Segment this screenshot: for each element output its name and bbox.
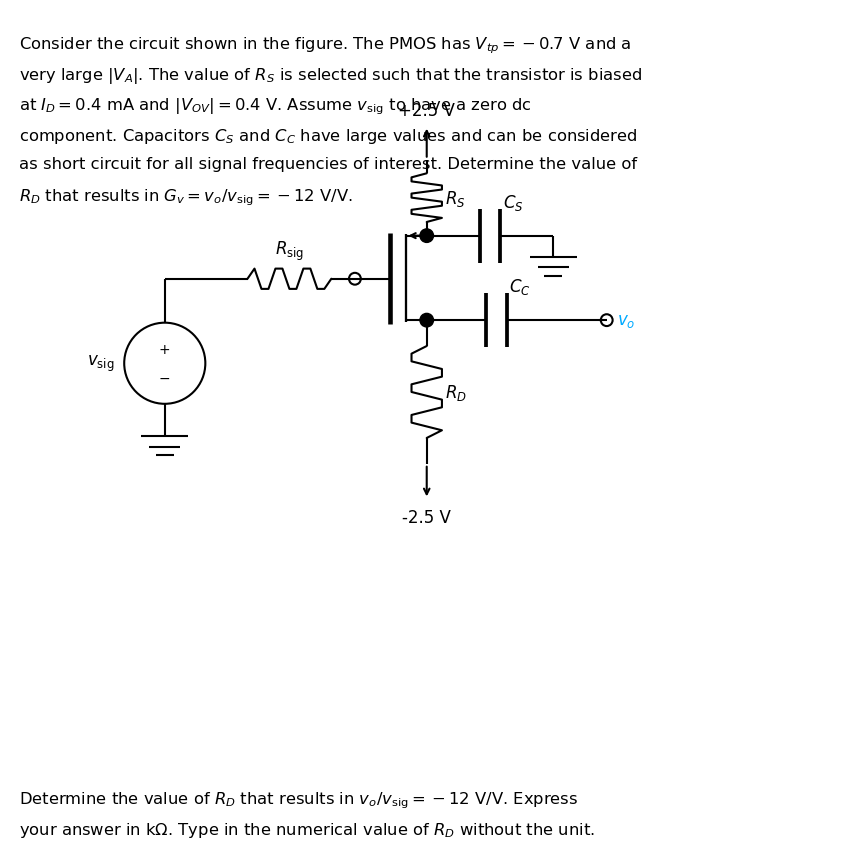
Text: as short circuit for all signal frequencies of interest. Determine the value of: as short circuit for all signal frequenc… [19,157,636,172]
Text: $R_D$: $R_D$ [445,382,467,402]
Text: $R_D$ that results in $G_v = v_o/v_{\mathrm{sig}} = -12$ V/V.: $R_D$ that results in $G_v = v_o/v_{\mat… [19,188,352,208]
Text: $C_C$: $C_C$ [508,277,530,297]
Text: Consider the circuit shown in the figure. The PMOS has $V_{tp} = -0.7$ V and a: Consider the circuit shown in the figure… [19,35,630,56]
Text: component. Capacitors $C_S$ and $C_C$ have large values and can be considered: component. Capacitors $C_S$ and $C_C$ ha… [19,127,636,146]
Text: +2.5 V: +2.5 V [398,102,455,120]
Circle shape [419,230,433,243]
Text: $C_S$: $C_S$ [502,193,522,213]
Text: -2.5 V: -2.5 V [402,508,451,526]
Text: $v_{\mathrm{sig}}$: $v_{\mathrm{sig}}$ [86,354,114,374]
Text: Determine the value of $R_D$ that results in $v_o/v_{\mathrm{sig}} = -12$ V/V. E: Determine the value of $R_D$ that result… [19,790,577,810]
Text: $v_o$: $v_o$ [616,312,635,330]
Text: $R_S$: $R_S$ [445,189,465,208]
Text: −: − [159,371,170,385]
Text: very large $|V_A|$. The value of $R_S$ is selected such that the transistor is b: very large $|V_A|$. The value of $R_S$ i… [19,66,641,86]
Text: +: + [159,343,170,356]
Text: your answer in k$\Omega$. Type in the numerical value of $R_D$ without the unit.: your answer in k$\Omega$. Type in the nu… [19,820,594,839]
Text: at $I_D = 0.4$ mA and $|V_{OV}| = 0.4$ V. Assume $v_{\mathrm{sig}}$ to have a ze: at $I_D = 0.4$ mA and $|V_{OV}| = 0.4$ V… [19,96,531,117]
Circle shape [419,314,433,327]
Text: $R_{\mathrm{sig}}$: $R_{\mathrm{sig}}$ [274,239,304,263]
